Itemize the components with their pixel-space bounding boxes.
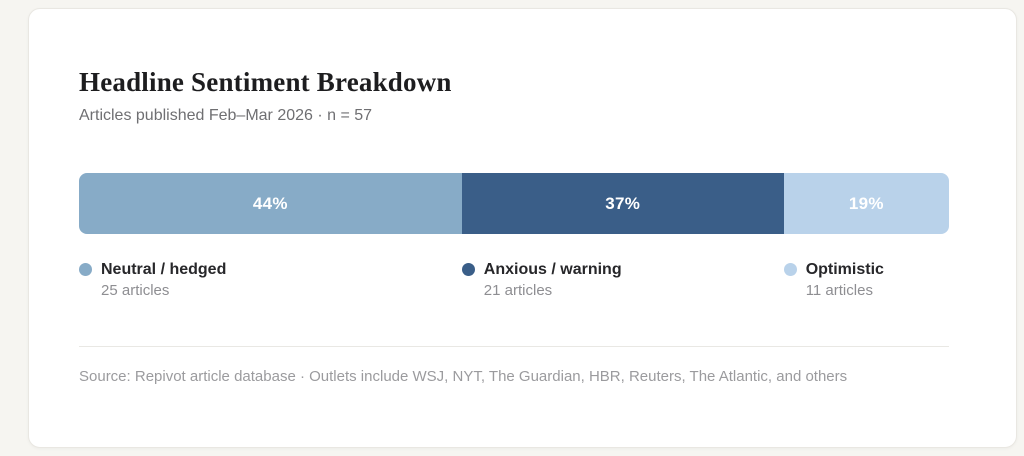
legend-count: 25 articles [101,282,170,299]
bar-segment-anxious-warning: 37% [461,173,784,234]
legend-count: 21 articles [483,282,553,299]
legend-item-neutral-hedged: Neutral / hedged 25 articles [79,259,226,302]
bar-segment-optimistic: 19% [783,173,949,234]
bar-segment-percent-label: 37% [605,193,641,213]
legend-item-anxious-warning: Anxious / warning 21 articles [461,259,622,302]
bar-segment-percent-label: 44% [252,193,288,213]
sentiment-breakdown-card: Headline Sentiment Breakdown Articles pu… [28,8,1017,448]
stacked-sentiment-bar: 44% 37% 19% [79,173,949,234]
bar-segment-percent-label: 19% [848,193,884,213]
legend-label: Anxious / warning [483,261,622,278]
legend-dot-icon [79,263,92,276]
legend-label: Optimistic [805,261,884,278]
legend-dot-icon [783,263,797,276]
legend-item-optimistic: Optimistic 11 articles [783,259,884,302]
legend-count: 11 articles [805,282,873,299]
bar-segment-neutral-hedged: 44% [79,173,462,234]
source-note: Source: Repivot article database · Outle… [79,368,848,385]
legend-label: Neutral / hedged [101,261,227,278]
legend-dot-icon [461,263,475,276]
card-title: Headline Sentiment Breakdown [79,67,452,97]
legend: Neutral / hedged 25 articles Anxious / war… [79,259,949,305]
footer-divider: Source: Repivot article database · Outle… [79,346,949,387]
card-subtitle: Articles published Feb–Mar 2026 · n = 57 [79,107,373,124]
